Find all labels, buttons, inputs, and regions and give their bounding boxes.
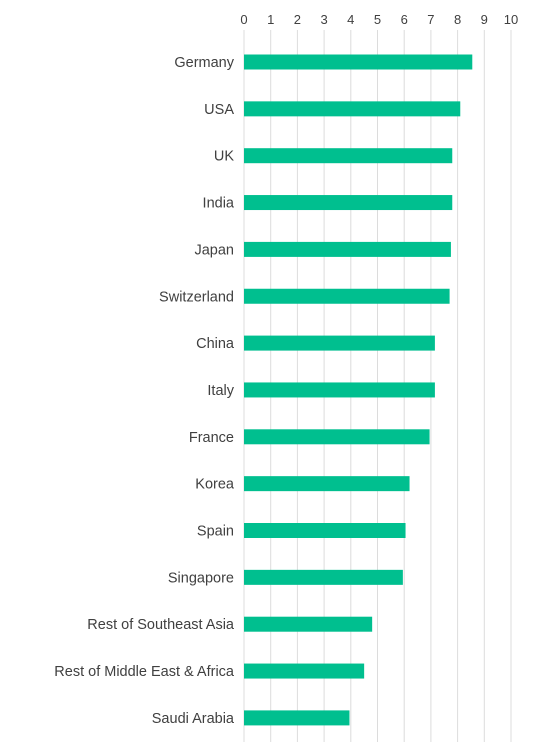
category-label: Korea	[195, 477, 235, 493]
bar-germany	[244, 54, 473, 70]
x-tick-label: 10	[504, 12, 518, 27]
category-label: Japan	[194, 242, 234, 258]
x-tick-label: 9	[481, 12, 488, 27]
x-tick-label: 5	[374, 12, 381, 27]
category-label: Switzerland	[159, 289, 234, 305]
bar-uk	[244, 148, 453, 164]
category-label: India	[203, 196, 235, 212]
bar-rest-of-southeast-asia	[244, 616, 373, 632]
bar-china	[244, 335, 435, 351]
category-label: Spain	[197, 524, 234, 540]
bar-india	[244, 195, 453, 211]
bar-france	[244, 429, 430, 445]
x-axis-ticks: 0 1 2 3 4 5 6 7 8 9 10	[240, 12, 518, 27]
bar-italy	[244, 382, 435, 398]
category-labels: Germany USA UK India Japan Switzerland China It…	[54, 55, 235, 727]
category-label: Rest of Middle East & Africa	[54, 664, 235, 680]
bar-singapore	[244, 569, 403, 585]
bars	[244, 54, 473, 726]
x-tick-label: 1	[267, 12, 274, 27]
x-tick-label: 2	[294, 12, 301, 27]
category-label: Italy	[207, 383, 234, 399]
bar-japan	[244, 241, 451, 257]
x-tick-label: 3	[320, 12, 327, 27]
category-label: Singapore	[168, 570, 234, 586]
category-label: Rest of Southeast Asia	[87, 617, 235, 633]
bar-usa	[244, 101, 461, 117]
bar-korea	[244, 476, 410, 492]
category-label: USA	[204, 102, 234, 118]
bar-spain	[244, 523, 406, 538]
x-tick-label: 7	[427, 12, 434, 27]
category-label: Saudi Arabia	[152, 711, 235, 727]
x-tick-label: 0	[240, 12, 247, 27]
category-label: Germany	[174, 55, 234, 71]
category-label: France	[189, 430, 234, 446]
category-label: UK	[214, 149, 234, 165]
bar-rest-of-middle-east-africa	[244, 663, 365, 679]
bar-saudi-arabia	[244, 710, 350, 726]
x-tick-label: 8	[454, 12, 461, 27]
category-label: China	[196, 336, 235, 352]
x-tick-label: 6	[401, 12, 408, 27]
x-tick-label: 4	[347, 12, 354, 27]
bar-switzerland	[244, 288, 450, 304]
